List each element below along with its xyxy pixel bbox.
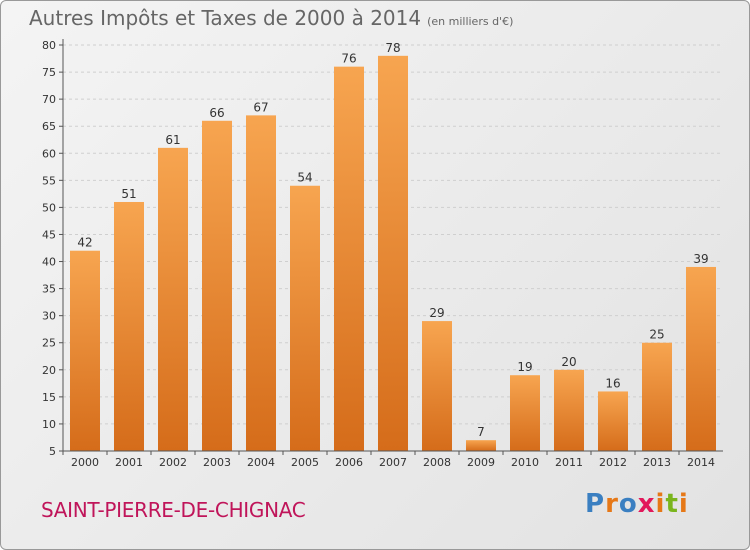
bar-value-label: 29 — [429, 306, 444, 320]
logo-letter: r — [605, 489, 619, 519]
logo-letter: i — [655, 489, 666, 519]
x-tick-label: 2007 — [379, 456, 407, 469]
chart-title-text: Autres Impôts et Taxes de 2000 à 2014 — [29, 6, 422, 30]
x-tick-label: 2002 — [159, 456, 187, 469]
y-tick-label: 75 — [42, 66, 56, 79]
y-tick-label: 55 — [42, 174, 56, 187]
bar-2013 — [642, 342, 672, 451]
y-tick-label: 5 — [49, 445, 56, 458]
logo-letter: x — [637, 489, 656, 519]
y-tick-label: 60 — [42, 147, 56, 160]
bar-2010 — [510, 375, 540, 451]
bar-2003 — [202, 120, 232, 451]
x-tick-label: 2003 — [203, 456, 231, 469]
bar-2009 — [466, 440, 496, 451]
y-tick-label: 10 — [42, 418, 56, 431]
y-tick-label: 70 — [42, 93, 56, 106]
bar-2007 — [378, 55, 408, 452]
y-tick-label: 50 — [42, 201, 56, 214]
y-tick-label: 30 — [42, 310, 56, 323]
logo-letter: i — [678, 489, 689, 519]
bar-2005 — [290, 185, 320, 451]
bar-2008 — [422, 321, 452, 451]
bar-2001 — [114, 201, 144, 451]
bar-2011 — [554, 369, 584, 451]
bar-value-label: 76 — [341, 52, 356, 66]
y-axis: 5 10 15 20 25 30 35 40 45 50 55 60 65 70 75 80 — [42, 39, 64, 458]
y-tick-label: 45 — [42, 228, 56, 241]
bar-value-label: 16 — [605, 376, 620, 390]
bar-2000 — [70, 250, 100, 451]
bar-value-label: 54 — [297, 171, 312, 185]
bar-value-label: 39 — [693, 252, 708, 266]
y-tick-label: 20 — [42, 364, 56, 377]
x-tick-label: 2008 — [423, 456, 451, 469]
x-axis: 2000 2001 2002 2003 2004 2005 2006 2007 2008 2009… — [62, 450, 723, 469]
x-tick-label: 2001 — [115, 456, 143, 469]
logo-letter: o — [618, 489, 638, 519]
y-tick-label: 80 — [42, 39, 56, 52]
chart-title: Autres Impôts et Taxes de 2000 à 2014 (en… — [29, 6, 513, 30]
x-tick-label: 2010 — [511, 456, 539, 469]
proxiti-logo: Proxiti — [585, 489, 689, 519]
bar-value-label: 7 — [477, 425, 485, 439]
logo-letter: t — [665, 489, 679, 519]
bar-value-label: 20 — [561, 355, 576, 369]
x-tick-label: 2009 — [467, 456, 495, 469]
x-tick-label: 2000 — [71, 456, 99, 469]
bar-value-label: 78 — [385, 41, 400, 55]
location-name: SAINT-PIERRE-DE-CHIGNAC — [41, 498, 306, 522]
x-tick-label: 2011 — [555, 456, 583, 469]
x-tick-label: 2005 — [291, 456, 319, 469]
bar-2002 — [158, 147, 188, 451]
bar-value-label: 42 — [77, 236, 92, 250]
x-tick-label: 2006 — [335, 456, 363, 469]
x-tick-label: 2004 — [247, 456, 275, 469]
y-tick-label: 35 — [42, 283, 56, 296]
bar-2006 — [334, 66, 364, 452]
logo-letter: P — [585, 489, 606, 519]
bar-value-label: 19 — [517, 360, 532, 374]
x-tick-label: 2014 — [687, 456, 715, 469]
y-tick-label: 40 — [42, 256, 56, 269]
bar-2012 — [598, 391, 628, 451]
chart-subtitle: (en milliers d'€) — [427, 15, 514, 28]
bar-value-label: 67 — [253, 100, 268, 114]
y-tick-label: 25 — [42, 337, 56, 350]
x-tick-label: 2013 — [643, 456, 671, 469]
bar-value-label: 51 — [121, 187, 136, 201]
bar-2004 — [246, 115, 276, 451]
bar-value-label: 25 — [649, 328, 664, 342]
bars: 42 51 61 66 67 54 76 78 29 7 19 20 16 25 39 — [70, 41, 716, 452]
y-tick-label: 15 — [42, 391, 56, 404]
y-tick-label: 65 — [42, 120, 56, 133]
bar-2014 — [686, 266, 716, 451]
bar-value-label: 66 — [209, 106, 224, 120]
bar-value-label: 61 — [165, 133, 180, 147]
x-tick-label: 2012 — [599, 456, 627, 469]
